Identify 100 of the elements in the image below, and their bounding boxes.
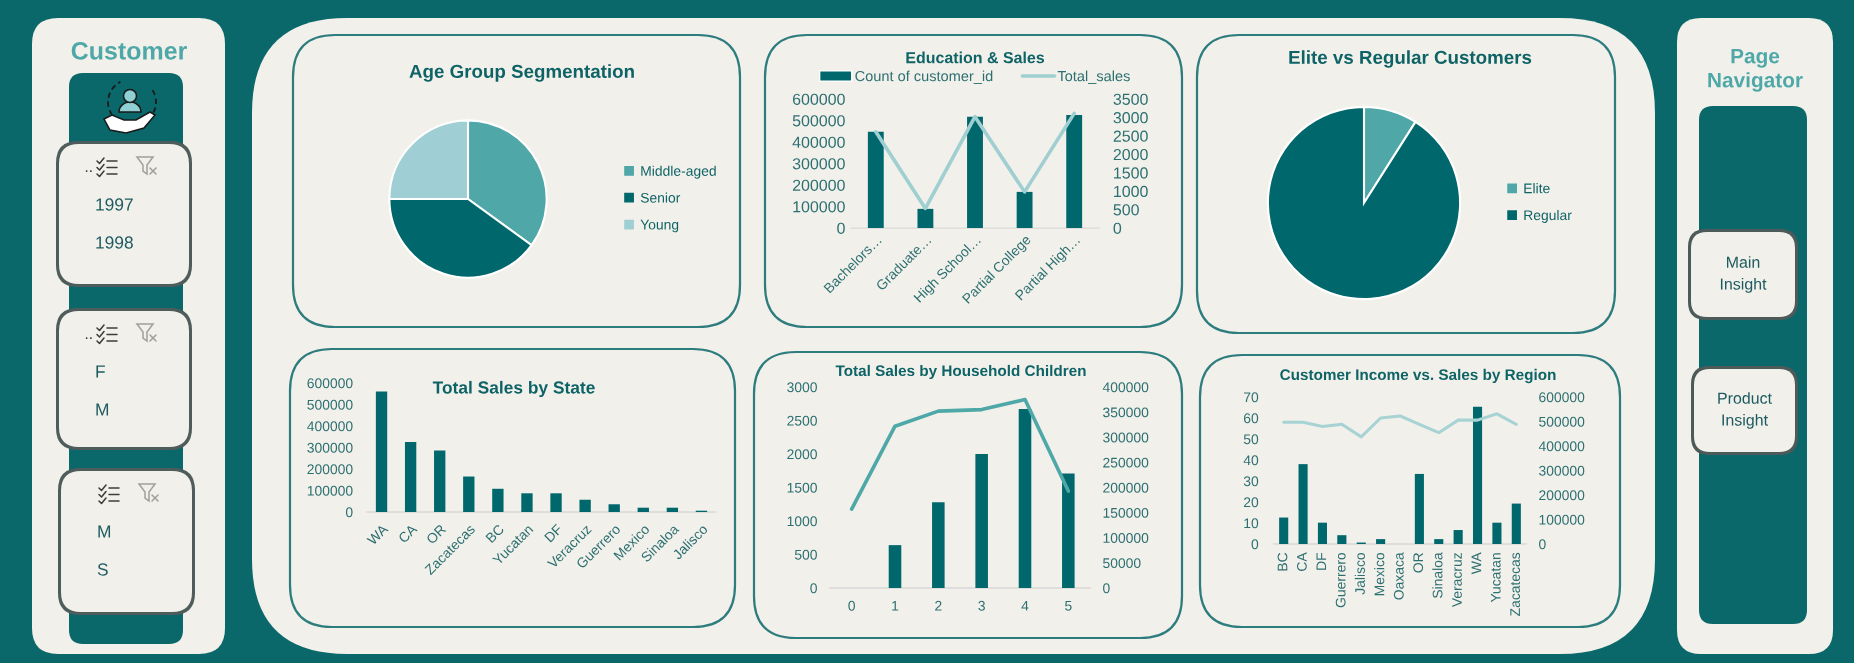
y-tick-label: 400000: [792, 136, 845, 148]
bar: [1434, 539, 1444, 544]
bar: [550, 493, 562, 512]
y-tick-label: 500000: [792, 115, 845, 127]
bar: [463, 476, 475, 512]
y-tick-label: 500: [794, 549, 817, 560]
y2-tick-label: 500: [1113, 204, 1139, 216]
text: 1998: [96, 236, 133, 249]
x-tick-label: BC: [1277, 552, 1288, 571]
bar: [1376, 539, 1386, 544]
bar: [1298, 464, 1308, 544]
x-tick-label: Zacatecas: [1510, 552, 1521, 616]
y-tick-label: 10: [1244, 518, 1259, 529]
line-series: [873, 111, 1077, 211]
y-tick-label: 600000: [307, 378, 353, 389]
y-tick-label: 2500: [787, 415, 817, 426]
y-tick-label: 500000: [307, 399, 353, 410]
y2-tick-label: 350000: [1103, 407, 1149, 418]
text: M: [96, 403, 109, 416]
y2-tick-label: 2000: [1113, 148, 1148, 161]
legend-label: Senior: [640, 192, 681, 203]
bar: [1453, 530, 1463, 544]
bar: [375, 391, 388, 512]
bar: [1472, 406, 1483, 544]
y-tick-label: 100000: [307, 485, 353, 496]
y2-tick-label: 200000: [1103, 482, 1149, 493]
y-tick-label: 1500: [787, 482, 817, 493]
bar: [1337, 535, 1347, 544]
bar: [608, 504, 620, 512]
y-tick-label: 70: [1243, 392, 1259, 403]
y-tick-label: 2000: [787, 449, 817, 460]
x-tick-label: 0: [848, 600, 855, 611]
y-tick-label: 50: [1243, 434, 1259, 445]
y2-tick-label: 1000: [1114, 185, 1148, 198]
y-tick-label: 0: [345, 507, 353, 518]
text: F: [96, 365, 105, 378]
y-tick-label: 30: [1243, 476, 1259, 487]
y2-tick-label: 3000: [1113, 112, 1148, 124]
legend-label: Total_sales: [1057, 70, 1130, 85]
y-tick-label: 400000: [307, 421, 353, 432]
chart-title: Total Sales by Household Children: [835, 364, 1086, 380]
x-tick-label: 5: [1065, 601, 1072, 611]
text: M: [98, 525, 111, 538]
legend-label: Middle-aged: [641, 165, 716, 179]
line-series: [1282, 412, 1518, 439]
text: ..: [85, 337, 92, 339]
bar: [1066, 114, 1083, 228]
chart-title: Total Sales by State: [432, 380, 595, 398]
y2-tick-label: 500000: [1539, 416, 1585, 427]
text: Main Insight: [1720, 256, 1767, 293]
x-tick-label: Guerrero: [1335, 552, 1346, 608]
x-tick-label: OR: [1413, 552, 1424, 573]
x-tick-label: Yucatan: [1490, 553, 1501, 603]
y-tick-label: 300000: [307, 442, 353, 453]
line-series: [849, 397, 1071, 511]
x-tick-label: WA: [366, 523, 389, 546]
x-tick-label: DF: [1316, 552, 1327, 570]
bar: [579, 499, 591, 512]
y2-tick-label: 3500: [1113, 93, 1148, 105]
x-tick-label: Jalisco: [1354, 552, 1365, 595]
x-tick-label: Mexico: [1374, 552, 1385, 596]
y2-tick-label: 250000: [1103, 457, 1149, 468]
x-tick-label: 2: [935, 600, 942, 611]
text: 1997: [96, 198, 133, 211]
bar: [932, 502, 945, 588]
x-tick-label: Veracruz: [1452, 553, 1462, 608]
bar: [1492, 522, 1502, 544]
y-tick-label: 1000: [787, 516, 817, 527]
y-tick-label: 40: [1243, 455, 1259, 466]
bar: [434, 450, 446, 512]
x-tick-label: Sinaloa: [1432, 552, 1443, 599]
y-tick-label: 200000: [792, 179, 845, 191]
y2-tick-label: 100000: [1103, 533, 1149, 543]
x-tick-label: 4: [1021, 601, 1029, 611]
x-tick-label: CA: [397, 523, 418, 544]
bar: [975, 454, 988, 588]
bar: [888, 545, 902, 588]
legend-label: Young: [640, 219, 679, 233]
y-tick-label: 20: [1243, 497, 1259, 508]
bar: [637, 507, 649, 512]
y2-tick-label: 400000: [1538, 441, 1585, 452]
y2-tick-label: 150000: [1103, 507, 1149, 518]
bar: [404, 441, 417, 512]
bar: [1317, 522, 1328, 544]
x-tick-label: 3: [978, 600, 985, 611]
legend-label: Regular: [1524, 209, 1572, 223]
bar: [867, 131, 884, 228]
y2-tick-label: 200000: [1539, 490, 1585, 501]
y-tick-label: 0: [837, 222, 845, 234]
text: ..: [85, 170, 92, 172]
x-tick-label: Oaxaca: [1393, 552, 1404, 600]
y-tick-label: 300000: [792, 158, 845, 170]
y2-tick-label: 300000: [1103, 432, 1149, 443]
legend-label: Count of customer_id: [855, 70, 993, 85]
bar: [521, 493, 533, 512]
y2-tick-label: 2500: [1113, 130, 1148, 142]
y2-tick-label: 400000: [1102, 382, 1149, 393]
legend-label: Elite: [1524, 183, 1550, 194]
y2-tick-label: 600000: [1539, 392, 1585, 403]
bar: [1279, 517, 1289, 544]
